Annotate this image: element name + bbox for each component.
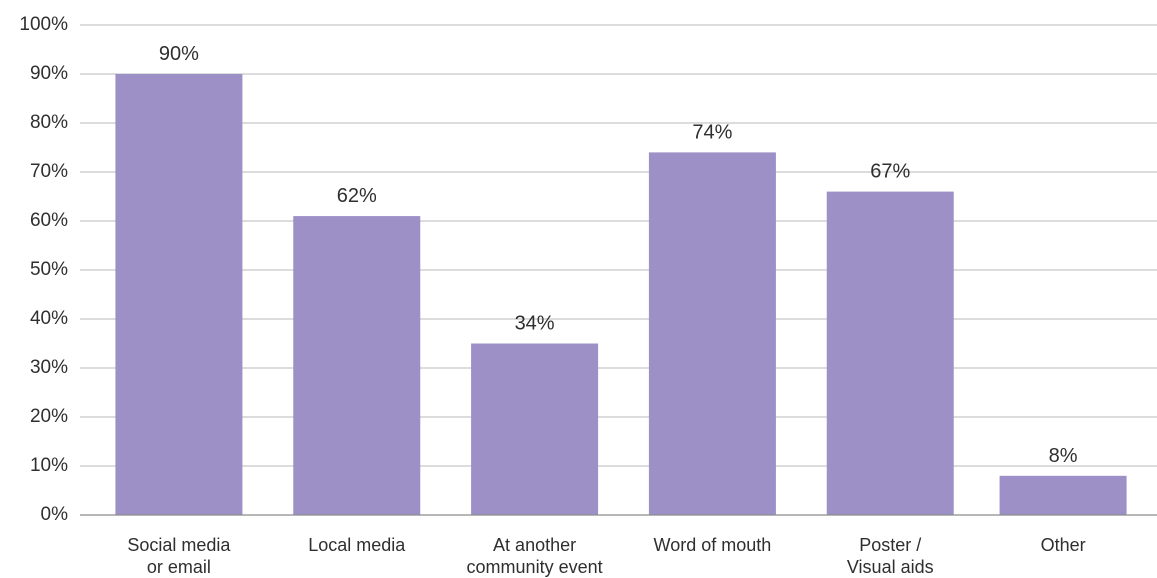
bar (648, 152, 776, 515)
bars (115, 74, 1127, 515)
category-label: Local media (308, 535, 406, 555)
data-label: 8% (1049, 445, 1078, 467)
data-label: 74% (692, 121, 732, 143)
y-tick-label: 0% (41, 504, 69, 525)
bar (826, 191, 954, 515)
bar (471, 343, 599, 515)
bar (999, 475, 1127, 515)
data-label: 67% (870, 161, 910, 183)
y-tick-label: 100% (19, 14, 68, 35)
data-labels: 90% 62% 34% 74% 67% 8% (159, 43, 1078, 467)
data-label: 90% (159, 43, 199, 65)
y-tick-label: 80% (30, 112, 68, 133)
y-tick-label: 70% (30, 161, 68, 182)
y-tick-label: 50% (30, 259, 68, 280)
y-axis-tick-labels: 0% 10% 20% 30% 40% 50% 60% 70% 80% 90% 100% (19, 14, 68, 525)
y-tick-label: 30% (30, 357, 68, 378)
x-axis-category-labels: Social media or email Local media At anothe… (127, 535, 1085, 577)
category-label: At another community event (467, 535, 603, 577)
y-tick-label: 10% (30, 455, 68, 476)
y-tick-label: 40% (30, 308, 68, 329)
bar (293, 216, 421, 515)
gridlines (80, 24, 1157, 467)
data-label: 62% (337, 185, 377, 207)
category-label: Social media or email (127, 535, 231, 577)
category-label: Other (1041, 535, 1086, 555)
bar (115, 74, 243, 515)
category-label: Poster / Visual aids (847, 535, 934, 577)
data-label: 34% (515, 313, 555, 335)
y-tick-label: 90% (30, 63, 68, 84)
y-tick-label: 60% (30, 210, 68, 231)
y-tick-label: 20% (30, 406, 68, 427)
category-label: Word of mouth (654, 535, 772, 555)
